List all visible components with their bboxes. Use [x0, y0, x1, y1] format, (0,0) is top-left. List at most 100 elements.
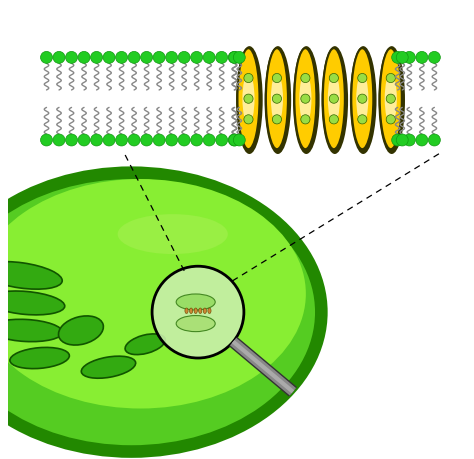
Ellipse shape: [293, 46, 319, 154]
Ellipse shape: [294, 48, 317, 149]
Circle shape: [153, 134, 165, 146]
Circle shape: [386, 115, 395, 124]
Ellipse shape: [328, 73, 340, 124]
Circle shape: [396, 134, 408, 146]
Ellipse shape: [271, 73, 283, 124]
Ellipse shape: [0, 319, 63, 341]
Ellipse shape: [380, 48, 402, 149]
Ellipse shape: [323, 48, 345, 149]
Circle shape: [392, 51, 404, 63]
Circle shape: [386, 94, 395, 103]
Circle shape: [41, 51, 53, 63]
Circle shape: [216, 51, 228, 63]
Circle shape: [244, 115, 253, 124]
Circle shape: [128, 134, 140, 146]
Circle shape: [358, 115, 367, 124]
Circle shape: [103, 51, 115, 63]
Ellipse shape: [176, 316, 215, 331]
Ellipse shape: [194, 308, 197, 313]
Circle shape: [228, 134, 240, 146]
Circle shape: [53, 134, 65, 146]
Circle shape: [141, 51, 153, 63]
Circle shape: [41, 134, 53, 146]
Circle shape: [203, 51, 215, 63]
Ellipse shape: [0, 262, 62, 289]
Circle shape: [273, 73, 282, 83]
Circle shape: [178, 51, 190, 63]
Circle shape: [191, 51, 202, 63]
Circle shape: [301, 73, 310, 83]
Circle shape: [392, 134, 404, 146]
Circle shape: [301, 115, 310, 124]
Circle shape: [329, 94, 338, 103]
Circle shape: [103, 134, 115, 146]
Circle shape: [229, 134, 241, 146]
Ellipse shape: [82, 356, 136, 378]
Ellipse shape: [0, 179, 306, 409]
Circle shape: [229, 51, 241, 63]
Circle shape: [329, 73, 338, 83]
Circle shape: [153, 51, 165, 63]
Ellipse shape: [266, 48, 288, 149]
Ellipse shape: [0, 291, 65, 315]
Circle shape: [116, 51, 128, 63]
Ellipse shape: [350, 46, 376, 154]
Circle shape: [53, 51, 65, 63]
Ellipse shape: [176, 294, 215, 310]
Circle shape: [301, 94, 310, 103]
Ellipse shape: [125, 334, 165, 355]
Circle shape: [233, 51, 245, 63]
Ellipse shape: [58, 316, 103, 345]
Ellipse shape: [237, 48, 259, 149]
Ellipse shape: [300, 73, 311, 124]
Ellipse shape: [356, 73, 368, 124]
Circle shape: [178, 134, 190, 146]
Ellipse shape: [0, 179, 315, 445]
Circle shape: [403, 134, 415, 146]
Circle shape: [416, 51, 428, 63]
Ellipse shape: [190, 308, 193, 313]
Ellipse shape: [236, 46, 263, 154]
Ellipse shape: [242, 73, 255, 124]
Circle shape: [216, 134, 228, 146]
Circle shape: [128, 51, 140, 63]
Ellipse shape: [208, 308, 211, 313]
Circle shape: [244, 73, 253, 83]
Circle shape: [191, 134, 202, 146]
Circle shape: [329, 115, 338, 124]
Ellipse shape: [264, 46, 291, 154]
Circle shape: [244, 94, 253, 103]
Circle shape: [403, 51, 415, 63]
Circle shape: [233, 134, 245, 146]
Ellipse shape: [10, 347, 69, 369]
Circle shape: [273, 115, 282, 124]
Circle shape: [165, 134, 178, 146]
Ellipse shape: [351, 48, 374, 149]
Ellipse shape: [185, 308, 188, 313]
Ellipse shape: [321, 46, 348, 154]
Circle shape: [65, 51, 78, 63]
Circle shape: [65, 134, 78, 146]
Ellipse shape: [385, 73, 397, 124]
Circle shape: [228, 51, 240, 63]
Circle shape: [203, 134, 215, 146]
Circle shape: [358, 73, 367, 83]
Circle shape: [152, 266, 244, 358]
Ellipse shape: [118, 214, 228, 254]
Circle shape: [428, 51, 440, 63]
Circle shape: [78, 51, 90, 63]
Circle shape: [141, 134, 153, 146]
Circle shape: [78, 134, 90, 146]
Circle shape: [428, 134, 440, 146]
Ellipse shape: [203, 308, 207, 313]
Circle shape: [116, 134, 128, 146]
Circle shape: [165, 51, 178, 63]
Ellipse shape: [378, 46, 405, 154]
Circle shape: [396, 51, 408, 63]
Circle shape: [416, 134, 428, 146]
Circle shape: [91, 51, 102, 63]
Ellipse shape: [0, 167, 328, 458]
Ellipse shape: [199, 308, 202, 313]
Circle shape: [386, 73, 395, 83]
Circle shape: [273, 94, 282, 103]
